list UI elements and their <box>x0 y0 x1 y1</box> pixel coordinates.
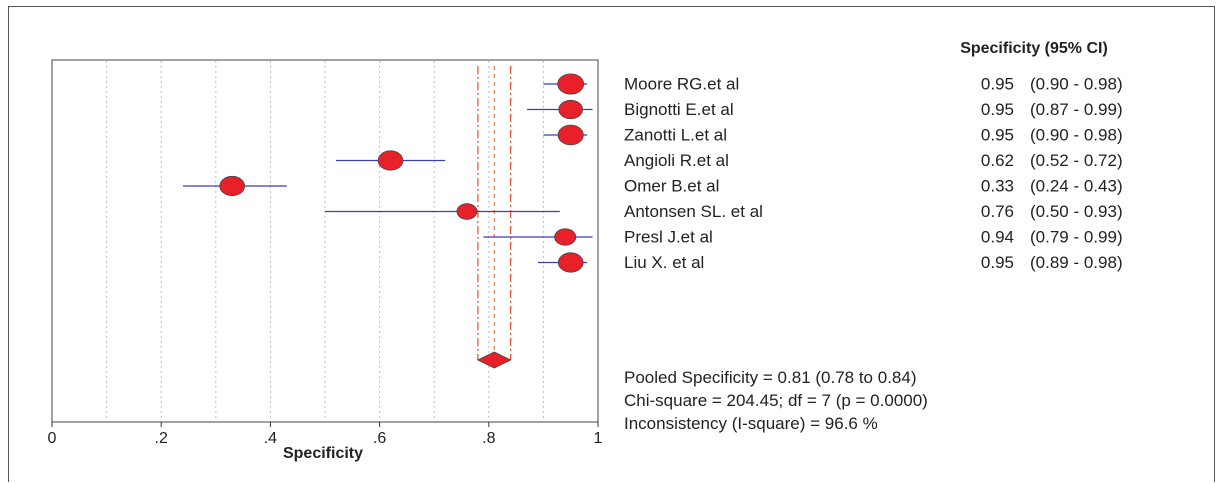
study-labels: Moore RG.et al 0.95 (0.90 - 0.98) Bignotti … <box>624 75 1123 273</box>
x-tick-label-1: .2 <box>155 430 168 447</box>
study-estimate-4: 0.33 <box>981 177 1014 196</box>
study-marker-1 <box>558 99 583 120</box>
study-marker-4 <box>219 175 245 197</box>
study-estimate-3: 0.62 <box>981 151 1014 170</box>
x-tick-label-3: .6 <box>373 430 386 447</box>
figure-frame <box>8 6 1215 482</box>
x-tick-label-2: .4 <box>264 430 277 447</box>
study-estimate-0: 0.95 <box>981 75 1014 94</box>
x-axis-ticks: 0 .2 .4 .6 .8 1 <box>48 422 603 447</box>
study-name-5: Antonsen SL. et al <box>624 202 763 221</box>
study-ci-text-2: (0.90 - 0.98) <box>1030 126 1123 145</box>
study-marker-5 <box>456 203 478 220</box>
stat-line-1: Chi-square = 204.45; df = 7 (p = 0.0000) <box>624 391 928 410</box>
study-estimate-2: 0.95 <box>981 126 1014 145</box>
study-name-0: Moore RG.et al <box>624 75 739 94</box>
study-name-6: Presl J.et al <box>624 228 713 247</box>
stat-line-2: Inconsistency (I-square) = 96.6 % <box>624 414 878 433</box>
study-ci-text-4: (0.24 - 0.43) <box>1030 177 1123 196</box>
study-ci-text-7: (0.89 - 0.98) <box>1030 253 1123 272</box>
study-estimate-6: 0.94 <box>981 228 1014 247</box>
x-axis-label: Specificity <box>283 445 363 462</box>
study-marker-6 <box>554 228 577 246</box>
study-ci-text-3: (0.52 - 0.72) <box>1030 151 1123 170</box>
study-name-1: Bignotti E.et al <box>624 100 734 119</box>
study-estimate-7: 0.95 <box>981 253 1014 272</box>
study-marker-3 <box>377 150 404 171</box>
study-ci-text-5: (0.50 - 0.93) <box>1030 202 1123 221</box>
ci-column-header: Specificity (95% CI) <box>960 40 1108 57</box>
pooled-diamond <box>476 351 512 369</box>
pooled-band <box>476 66 512 369</box>
study-markers <box>183 73 593 273</box>
study-estimate-1: 0.95 <box>981 100 1014 119</box>
study-marker-0 <box>557 73 585 95</box>
stat-line-0: Pooled Specificity = 0.81 (0.78 to 0.84) <box>624 368 917 387</box>
study-name-7: Liu X. et al <box>624 253 704 272</box>
study-ci-text-6: (0.79 - 0.99) <box>1030 228 1123 247</box>
study-name-2: Zanotti L.et al <box>624 126 727 145</box>
study-name-3: Angioli R.et al <box>624 151 729 170</box>
x-tick-label-5: 1 <box>594 430 603 447</box>
study-marker-2 <box>557 124 584 146</box>
x-tick-label-4: .8 <box>482 430 495 447</box>
study-estimate-5: 0.76 <box>981 202 1014 221</box>
x-tick-label-0: 0 <box>48 430 57 447</box>
study-marker-7 <box>557 252 584 273</box>
study-ci-text-1: (0.87 - 0.99) <box>1030 100 1123 119</box>
summary-statistics: Pooled Specificity = 0.81 (0.78 to 0.84)… <box>624 368 928 433</box>
study-ci-text-0: (0.90 - 0.98) <box>1030 75 1123 94</box>
study-name-4: Omer B.et al <box>624 177 719 196</box>
